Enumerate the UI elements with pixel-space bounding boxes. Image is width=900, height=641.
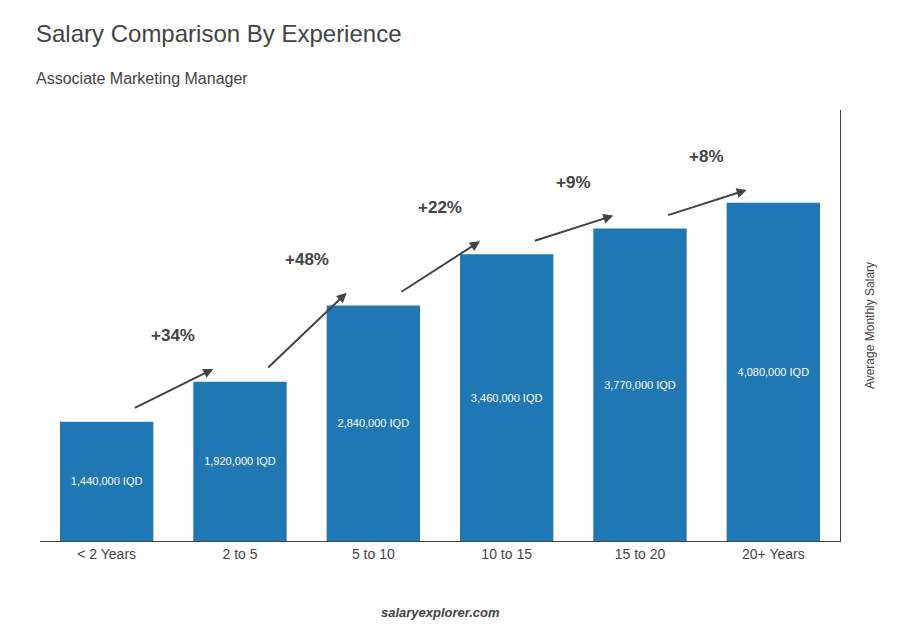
svg-text:+34%: +34% xyxy=(151,326,195,345)
svg-text:20+ Years: 20+ Years xyxy=(742,546,805,562)
svg-text:1,440,000 IQD: 1,440,000 IQD xyxy=(71,475,143,487)
svg-text:1,920,000 IQD: 1,920,000 IQD xyxy=(204,455,276,467)
svg-text:+48%: +48% xyxy=(285,250,329,269)
svg-text:5 to 10: 5 to 10 xyxy=(352,546,395,562)
svg-text:< 2 Years: < 2 Years xyxy=(77,546,136,562)
svg-text:3,460,000 IQD: 3,460,000 IQD xyxy=(471,392,543,404)
svg-text:10 to 15: 10 to 15 xyxy=(481,546,532,562)
svg-text:3,770,000 IQD: 3,770,000 IQD xyxy=(604,379,676,391)
svg-text:15 to 20: 15 to 20 xyxy=(615,546,666,562)
svg-text:+22%: +22% xyxy=(418,198,462,217)
svg-text:+9%: +9% xyxy=(556,173,591,192)
svg-text:salaryexplorer.com: salaryexplorer.com xyxy=(381,605,500,620)
svg-text:Average Monthly Salary: Average Monthly Salary xyxy=(863,262,877,389)
svg-text:Associate Marketing Manager: Associate Marketing Manager xyxy=(36,70,248,87)
svg-text:2 to 5: 2 to 5 xyxy=(222,546,257,562)
svg-text:+8%: +8% xyxy=(689,147,724,166)
svg-text:2,840,000 IQD: 2,840,000 IQD xyxy=(338,417,410,429)
svg-text:4,080,000 IQD: 4,080,000 IQD xyxy=(738,366,810,378)
svg-text:Salary Comparison By Experienc: Salary Comparison By Experience xyxy=(36,20,402,47)
